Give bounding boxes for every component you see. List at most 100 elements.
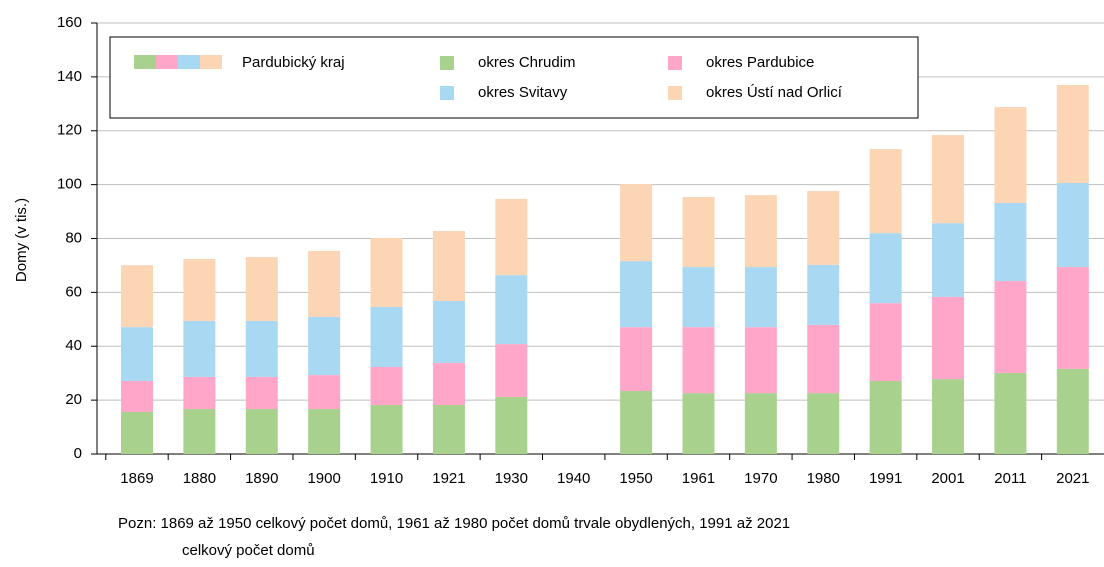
x-tick-label: 1950	[619, 470, 652, 487]
bar-segment	[183, 258, 216, 321]
bar-segment	[495, 275, 528, 345]
bar-segment	[245, 257, 278, 321]
bar-segment	[682, 393, 715, 454]
bar-segment	[994, 202, 1027, 282]
bar-segment	[682, 267, 715, 328]
bar-segment	[932, 296, 965, 380]
bar-segment	[744, 195, 777, 268]
bar-segment	[869, 149, 902, 234]
legend-swatch	[134, 55, 156, 69]
bar-segment	[807, 264, 840, 325]
legend-label: okres Pardubice	[706, 54, 814, 71]
x-tick-label: 1869	[120, 470, 153, 487]
bar-segment	[744, 393, 777, 454]
x-tick-label: 1940	[557, 470, 590, 487]
bar-segment	[183, 320, 216, 377]
bar-segment	[120, 265, 153, 328]
bar-segment	[1056, 84, 1089, 184]
note: Pozn: 1869 až 1950 celkový počet domů, 1…	[118, 515, 790, 532]
bar-segment	[120, 327, 153, 381]
bar-segment	[869, 303, 902, 381]
legend-swatch	[440, 56, 454, 70]
bar-segment	[245, 376, 278, 410]
bar-segment	[994, 281, 1027, 373]
x-tick-label: 1900	[307, 470, 340, 487]
y-tick-label: 100	[57, 176, 82, 193]
bar-segment	[432, 300, 465, 363]
note: celkový počet domů	[182, 542, 315, 559]
x-tick-label: 1921	[432, 470, 465, 487]
bar-segment	[869, 380, 902, 454]
x-tick-label: 2011	[994, 470, 1026, 487]
bar-segment	[682, 327, 715, 394]
legend-swatch	[668, 56, 682, 70]
bar-segment	[994, 372, 1027, 454]
bar-segment	[495, 396, 528, 454]
bar-segment	[620, 184, 653, 262]
legend-swatch	[178, 55, 200, 69]
x-tick-label: 1930	[495, 470, 528, 487]
bar-segment	[807, 324, 840, 394]
y-tick-label: 40	[65, 337, 82, 354]
bar-segment	[183, 376, 216, 410]
legend-box	[109, 36, 919, 119]
y-tick-label: 140	[57, 68, 82, 85]
bar-segment	[932, 379, 965, 454]
bar-segment	[370, 306, 403, 367]
legend-label: Pardubický kraj	[242, 54, 345, 71]
x-tick-label: 1991	[869, 470, 902, 487]
y-tick-label: 0	[74, 445, 82, 462]
bar-segment	[432, 230, 465, 301]
legend-swatch	[440, 86, 454, 100]
y-axis-label: Domy (v tis.)	[13, 198, 30, 282]
y-tick-label: 160	[57, 14, 82, 31]
bar-segment	[1056, 183, 1089, 268]
bar-segment	[432, 362, 465, 405]
x-tick-label: 1910	[370, 470, 403, 487]
bar-segment	[245, 320, 278, 377]
bar-segment	[1056, 267, 1089, 369]
y-tick-label: 60	[65, 283, 82, 300]
bar-segment	[620, 390, 653, 454]
bar-segment	[308, 250, 341, 317]
bar-segment	[308, 409, 341, 454]
x-tick-label: 1970	[744, 470, 777, 487]
bar-segment	[432, 404, 465, 454]
bar-segment	[807, 393, 840, 454]
x-tick-label: 2021	[1056, 470, 1089, 487]
x-tick-label: 2001	[931, 470, 964, 487]
legend-label: okres Chrudim	[478, 54, 576, 71]
bar-segment	[120, 380, 153, 412]
x-tick-label: 1880	[183, 470, 216, 487]
bar-segment	[183, 409, 216, 454]
bar-segment	[620, 261, 653, 328]
bar-segment	[620, 327, 653, 391]
bar-segment	[744, 267, 777, 328]
bar-segment	[245, 409, 278, 454]
bar-segment	[744, 327, 777, 394]
bar-segment	[308, 316, 341, 376]
legend-label: okres Svitavy	[478, 84, 568, 101]
bar-segment	[370, 366, 403, 405]
legend-swatch	[156, 55, 178, 69]
y-tick-label: 120	[57, 122, 82, 139]
bar-segment	[932, 135, 965, 224]
bar-segment	[682, 197, 715, 268]
bar-segment	[370, 237, 403, 307]
bar-segment	[994, 107, 1027, 203]
legend-swatch	[200, 55, 222, 69]
y-tick-label: 20	[65, 391, 82, 408]
x-tick-label: 1890	[245, 470, 278, 487]
bar-segment	[1056, 368, 1089, 454]
bar-segment	[370, 404, 403, 454]
bar-segment	[495, 198, 528, 276]
bar-segment	[807, 191, 840, 265]
bar-segment	[932, 223, 965, 297]
y-tick-label: 80	[65, 229, 82, 246]
bar-segment	[120, 411, 153, 454]
legend-label: okres Ústí nad Orlicí	[706, 84, 843, 101]
bar-segment	[308, 375, 341, 410]
legend-swatch	[668, 86, 682, 100]
bar-segment	[869, 233, 902, 304]
